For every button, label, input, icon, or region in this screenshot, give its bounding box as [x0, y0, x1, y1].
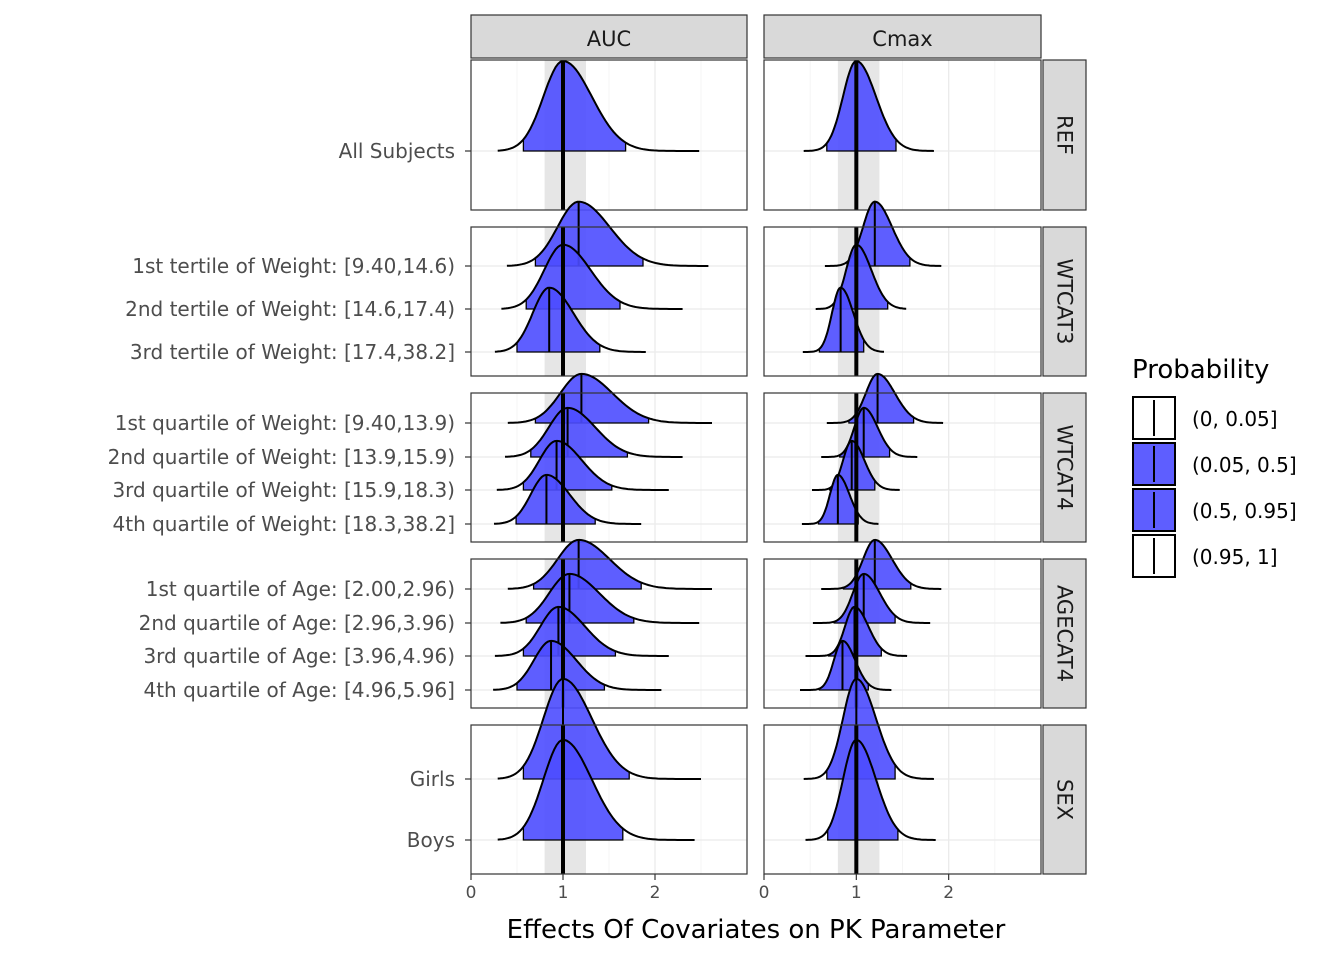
density-curve: [821, 538, 942, 590]
density-curve: [805, 738, 936, 841]
y-label: All Subjects: [339, 139, 455, 163]
panel-border: [470, 59, 748, 211]
density-curve: [493, 639, 662, 691]
strip-wtcat4: [1042, 392, 1087, 543]
density-curve: [504, 406, 683, 458]
density-curve: [493, 473, 642, 525]
strip-cmax: [763, 14, 1042, 59]
density-curve: [801, 473, 879, 525]
panel-wtcat4-auc: [470, 372, 748, 543]
x-axis-title: Effects Of Covariates on PK Parameter: [507, 915, 1006, 945]
density-curve: [494, 286, 646, 353]
density-curve: [501, 243, 683, 310]
density-curve: [500, 572, 700, 624]
density-curve: [824, 200, 942, 267]
strip-sex: [1042, 724, 1087, 875]
legend-title: Probability: [1132, 355, 1269, 385]
panel-border: [763, 724, 1042, 875]
y-label: Boys: [407, 828, 455, 852]
strip-label-cmax: Cmax: [872, 27, 932, 51]
y-label: 2nd quartile of Weight: [13.9,15.9): [108, 445, 455, 469]
density-curve: [803, 60, 934, 152]
density-curve: [494, 605, 669, 657]
density-curve: [507, 372, 712, 424]
density-curve: [826, 372, 944, 424]
strip-wtcat3: [1042, 226, 1087, 377]
strip-label-sex: SEX: [1053, 779, 1077, 820]
x-tick-label: 0: [466, 883, 477, 903]
panel-border: [763, 59, 1042, 211]
panel-border: [470, 724, 748, 875]
y-label: 3rd quartile of Weight: [15.9,18.3): [112, 478, 455, 502]
panel-agecat4-cmax: [763, 538, 1042, 709]
density-curve: [497, 59, 700, 152]
strip-agecat4: [1042, 558, 1087, 709]
x-tick-label: 1: [851, 883, 862, 903]
strip-label-ref: REF: [1053, 115, 1077, 155]
legend-label: (0.05, 0.5]: [1192, 453, 1297, 477]
strip-auc: [470, 14, 748, 59]
density-curve: [812, 572, 931, 624]
y-label: 4th quartile of Weight: [18.3,38.2]: [113, 512, 456, 536]
x-tick-label: 0: [759, 883, 770, 903]
panel-border: [470, 392, 748, 543]
legend-label: (0, 0.05]: [1192, 407, 1278, 431]
strip-ref: [1042, 59, 1087, 211]
y-label: 1st quartile of Age: [2.00,2.96): [146, 577, 455, 601]
panel-agecat4-auc: [470, 538, 748, 709]
y-label: 4th quartile of Age: [4.96,5.96]: [143, 678, 455, 702]
y-label: 1st quartile of Weight: [9.40,13.9): [115, 411, 455, 435]
legend-label: (0.5, 0.95]: [1192, 499, 1297, 523]
density-curve: [821, 406, 918, 458]
panel-wtcat4-cmax: [763, 372, 1042, 543]
panel-wtcat3-auc: [470, 200, 748, 377]
y-label: 2nd quartile of Age: [2.96,3.96): [139, 611, 455, 635]
y-label: 1st tertile of Weight: [9.40,14.6): [132, 254, 455, 278]
x-tick-label: 1: [558, 883, 569, 903]
y-label: Girls: [410, 767, 455, 791]
density-curve: [496, 439, 669, 491]
panel-wtcat3-cmax: [763, 200, 1042, 377]
panel-sex-cmax: [763, 678, 1042, 875]
density-curve: [802, 286, 884, 353]
density-curve: [506, 200, 709, 267]
strip-label-wtcat4: WTCAT4: [1053, 425, 1077, 511]
strip-label-wtcat3: WTCAT3: [1053, 259, 1077, 345]
y-label: 3rd tertile of Weight: [17.4,38.2]: [130, 340, 455, 364]
density-curve: [497, 677, 701, 780]
density-curve: [803, 678, 934, 780]
density-curve: [497, 738, 695, 841]
panel-border: [763, 226, 1042, 377]
panel-ref-auc: [470, 59, 748, 211]
x-tick-label: 2: [650, 883, 661, 903]
panel-border: [470, 558, 748, 709]
density-curve: [815, 243, 907, 310]
x-tick-label: 2: [943, 883, 954, 903]
strip-label-agecat4: AGECAT4: [1053, 585, 1077, 682]
panel-border: [763, 392, 1042, 543]
y-label: 3rd quartile of Age: [3.96,4.96): [143, 644, 455, 668]
strip-label-auc: AUC: [587, 27, 631, 51]
legend: Probability (0, 0.05] (0.05, 0.5] (0.5, 0.9…: [1132, 355, 1297, 578]
panel-sex-auc: [470, 677, 748, 875]
density-curve: [800, 639, 892, 691]
panel-border: [763, 558, 1042, 709]
panel-border: [470, 226, 748, 377]
panel-ref-cmax: [763, 59, 1042, 211]
y-label: 2nd tertile of Weight: [14.6,17.4): [125, 297, 455, 321]
legend-label: (0.95, 1]: [1192, 545, 1278, 569]
